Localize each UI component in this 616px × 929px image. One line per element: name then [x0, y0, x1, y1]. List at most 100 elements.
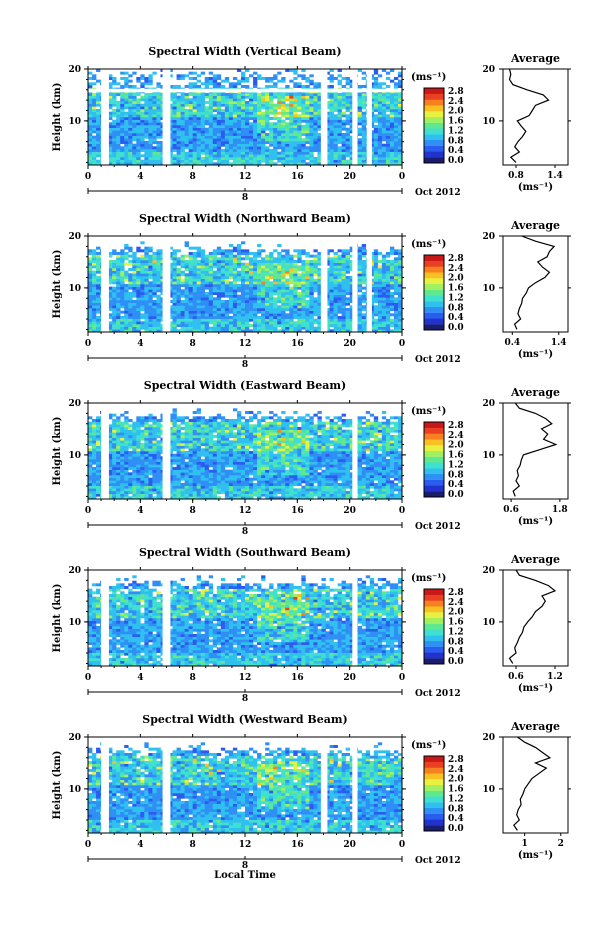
avg-x-tick-label: 2: [558, 839, 564, 849]
x-tick-label: 4: [137, 673, 143, 683]
date-label: Oct 2012: [415, 689, 461, 699]
panel-title: Spectral Width (Westward Beam): [142, 713, 347, 726]
panel-0: Spectral Width (Vertical Beam) 0 4 8 12 16 20 0…: [52, 45, 571, 203]
colorbar-units: (ms⁻¹): [411, 406, 446, 417]
colorbar-tick-label: 0.8: [448, 804, 464, 814]
colorbar-segment: [424, 450, 444, 457]
avg-y-tick-label: 10: [482, 451, 495, 461]
x-tick-label: 12: [239, 840, 252, 850]
data-gap-row: [88, 88, 402, 93]
colorbar-segment: [424, 462, 444, 469]
colorbar-tick-label: 0.8: [448, 470, 464, 480]
colorbar-segment: [424, 600, 444, 607]
colorbar-segment: [424, 491, 444, 498]
colorbar-tick-label: 0.4: [448, 814, 464, 824]
date-label: Oct 2012: [415, 355, 461, 365]
average-profile-line: [508, 68, 550, 163]
colorbar-segment: [424, 473, 444, 480]
colorbar-tick-label: 2.4: [448, 598, 464, 608]
colorbar-tick-label: 2.4: [448, 765, 464, 775]
colorbar-tick-label: 1.2: [448, 794, 464, 804]
x-tick-label: 8: [190, 172, 196, 182]
colorbar-segment: [424, 819, 444, 826]
avg-x-tick-label: 0.4: [504, 338, 520, 348]
colorbar-units: (ms⁻¹): [411, 740, 446, 751]
colorbar-segment: [424, 756, 444, 762]
data-gap: [162, 403, 171, 499]
colorbar-segment: [424, 105, 444, 112]
x-tick-label: 4: [137, 506, 143, 516]
data-gap: [366, 236, 372, 332]
x-tick-label: 12: [239, 506, 252, 516]
panel-title: Spectral Width (Vertical Beam): [148, 45, 341, 58]
average-title: Average: [510, 386, 560, 399]
x-tick-label: 12: [239, 673, 252, 683]
avg-y-tick-label: 10: [482, 284, 495, 294]
x-tick-label: 20: [343, 339, 356, 349]
data-gap: [352, 570, 358, 666]
avg-y-tick-label: 10: [482, 117, 495, 127]
colorbar-segment: [424, 289, 444, 296]
panel-2: Spectral Width (Eastward Beam) 0 4 8 12 16 20 0…: [52, 379, 571, 537]
colorbar-tick-label: 1.2: [448, 126, 464, 136]
colorbar-units: (ms⁻¹): [411, 239, 446, 250]
x-tick-label: 0: [85, 172, 91, 182]
average-frame: [502, 235, 569, 333]
colorbar-tick-label: 2.4: [448, 431, 464, 441]
x-tick-label: 20: [343, 673, 356, 683]
x-axis-label: Local Time: [214, 870, 276, 881]
colorbar-segment: [424, 796, 444, 803]
avg-x-tick-label: 1: [522, 839, 528, 849]
colorbar-units: (ms⁻¹): [411, 573, 446, 584]
avg-x-tick-label: 0.6: [503, 505, 519, 515]
colorbar-tick-label: 1.6: [448, 451, 464, 461]
colorbar-segment: [424, 784, 444, 791]
average-frame: [502, 68, 569, 166]
colorbar-tick-label: 1.2: [448, 293, 464, 303]
avg-x-tick-label: 1.4: [547, 171, 563, 181]
panel-1: Spectral Width (Northward Beam) 0 4 8 12 16 20…: [52, 212, 571, 370]
avg-x-label: (ms⁻¹): [518, 850, 553, 861]
date-label: Oct 2012: [415, 856, 461, 866]
colorbar-tick-label: 1.2: [448, 627, 464, 637]
colorbar-segment: [424, 606, 444, 613]
colorbar-tick-label: 2.0: [448, 274, 464, 284]
average-title: Average: [510, 720, 560, 733]
x-tick-label: 0: [85, 673, 91, 683]
data-gap: [162, 69, 171, 165]
y-tick-label: 10: [68, 451, 81, 461]
colorbar-segment: [424, 260, 444, 267]
colorbar-tick-label: 0.0: [448, 824, 464, 834]
colorbar-segment: [424, 439, 444, 446]
colorbar-tick-label: 0.8: [448, 136, 464, 146]
colorbar-tick-label: 2.0: [448, 107, 464, 117]
colorbar-segment: [424, 802, 444, 809]
colorbar-segment: [424, 157, 444, 164]
colorbar-tick-label: 0.0: [448, 657, 464, 667]
colorbar-tick-label: 0.8: [448, 303, 464, 313]
data-gap: [352, 236, 358, 332]
panel-4: Spectral Width (Westward Beam)0 4 8 12 16 20 0…: [52, 713, 571, 871]
colorbar-tick-label: 0.0: [448, 156, 464, 166]
avg-y-tick-label: 20: [482, 65, 495, 75]
colorbar-tick-label: 2.8: [448, 254, 464, 264]
colorbar-segment: [424, 790, 444, 797]
colorbar-segment: [424, 111, 444, 118]
colorbar-segment: [424, 629, 444, 636]
colorbar-tick-label: 2.0: [448, 441, 464, 451]
x-tick-label: 8: [190, 673, 196, 683]
y-axis-label: Height (km): [52, 751, 63, 820]
avg-x-label: (ms⁻¹): [518, 182, 553, 193]
panel-title: Spectral Width (Southward Beam): [139, 546, 351, 559]
colorbar-tick-label: 0.0: [448, 490, 464, 500]
y-axis-label: Height (km): [52, 417, 63, 486]
colorbar-segment: [424, 128, 444, 135]
x-tick-label: 20: [343, 506, 356, 516]
data-gap: [366, 69, 372, 165]
x-tick-label: 4: [137, 172, 143, 182]
data-gap: [101, 737, 109, 833]
y-axis-label: Height (km): [52, 83, 63, 152]
colorbar-tick-label: 2.4: [448, 264, 464, 274]
y-tick-label: 20: [68, 733, 81, 743]
